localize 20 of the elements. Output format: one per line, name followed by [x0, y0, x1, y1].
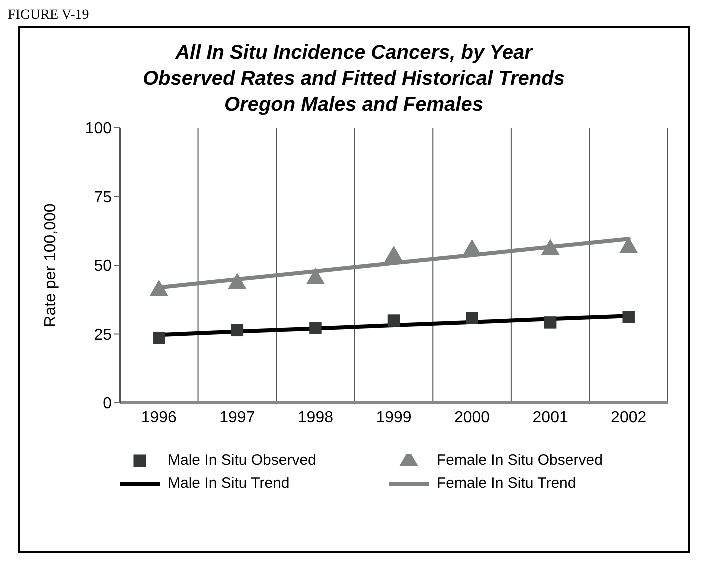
x-tick-label: 2001	[532, 409, 568, 426]
x-tick-label: 1996	[141, 409, 178, 426]
x-tick-label: 2000	[454, 409, 490, 426]
x-tick-label: 1998	[298, 409, 334, 426]
y-tick-label: 75	[94, 189, 112, 206]
chart-subtitle: Observed Rates and Fitted Historical Trends Oregon Males and Females	[142, 67, 566, 118]
y-tick-label: 100	[85, 120, 112, 138]
legend-label: Male In Situ Observed	[168, 452, 316, 469]
y-tick-label: 25	[94, 326, 112, 344]
text: FIGURE V-19	[8, 8, 90, 25]
x-tick-label: 2002	[611, 409, 647, 426]
legend-label: Female In Situ Observed	[437, 452, 603, 469]
legend-label: Male In Situ Trend	[168, 475, 290, 492]
x-tick-label: 1997	[220, 409, 256, 426]
y-tick-label: 50	[94, 258, 112, 276]
x-tick-label: 1999	[376, 409, 412, 426]
y-axis-title: Rate per 100,000	[42, 204, 60, 328]
legend-label: Female In Situ Trend	[437, 475, 576, 492]
chart-title: All In Situ Incidence Cancers, by Year	[174, 41, 534, 66]
y-tick-label: 0	[103, 396, 112, 413]
